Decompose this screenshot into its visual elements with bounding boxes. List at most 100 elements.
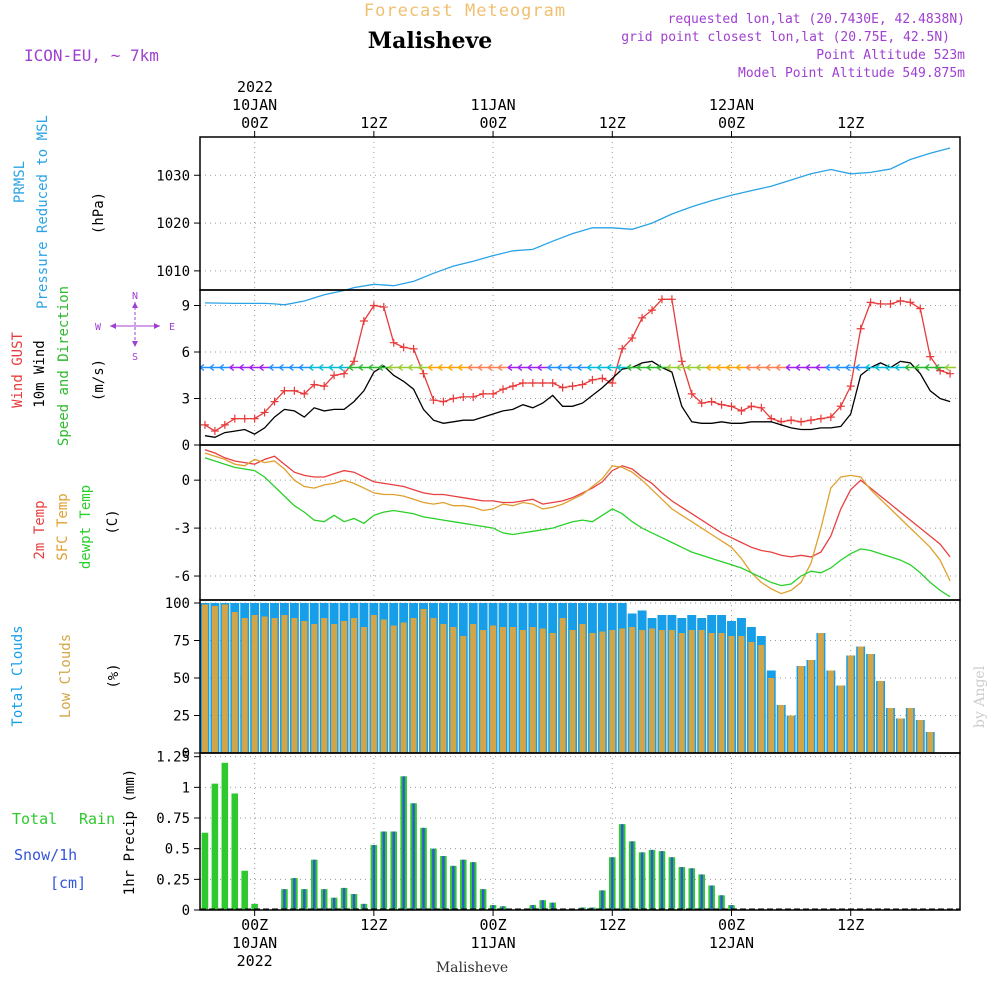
precip-total-label: Total [12, 810, 57, 828]
low-cloud-bar [738, 636, 745, 753]
low-cloud-bar [281, 615, 288, 753]
y-tick-label: 0 [182, 903, 190, 919]
wind-direction-arrow [398, 363, 410, 372]
gust-point [389, 338, 398, 347]
rain-bar [221, 762, 229, 910]
wind-direction-arrow [686, 363, 698, 372]
top-time-label: 10JAN [232, 96, 277, 114]
snow-bar [611, 857, 614, 910]
snow-bar [650, 849, 654, 910]
wind-direction-arrow [547, 363, 559, 372]
gust-point [349, 357, 358, 366]
wind-direction-arrow [298, 363, 311, 372]
wind-direction-arrow [666, 363, 678, 372]
low-cloud-bar [658, 630, 665, 753]
low-cloud-bar [490, 625, 497, 753]
low-cloud-bar [907, 708, 914, 753]
gust-point [568, 382, 577, 391]
low-cloud-bar [480, 630, 487, 753]
low-cloud-bar [201, 604, 208, 753]
series-2m-temp [204, 449, 951, 558]
low-cloud-bar [917, 720, 924, 753]
low-cloud-bar [798, 666, 805, 753]
top-year: 2022 [237, 78, 273, 96]
bottom-time-label: 12Z [837, 916, 864, 934]
wind-direction-arrow [328, 363, 341, 372]
gust-point [250, 414, 259, 423]
snow-bar [303, 889, 306, 910]
low-cloud-bar [589, 633, 596, 753]
low-cloud-bar [788, 715, 795, 753]
snow-bar [481, 889, 485, 910]
series-10m-wind [204, 360, 951, 438]
footer-place: Malisheve [436, 960, 508, 976]
requested-coords: requested lon,lat (20.7430E, 42.4838N) [668, 12, 965, 27]
low-cloud-bar [271, 618, 278, 753]
gust-point [270, 397, 279, 406]
gust-point [657, 295, 666, 304]
snow-bar [452, 865, 455, 910]
low-cloud-bar [321, 618, 328, 753]
bottom-time-label: 12Z [599, 916, 626, 934]
gust-point [588, 375, 597, 384]
wind-direction-arrow [408, 363, 420, 372]
wind-direction-arrow [418, 363, 430, 372]
pressure-label-1: PRMSL [12, 161, 28, 203]
temperature-panel: 0 -3 -6 [173, 444, 961, 601]
snow-bar [412, 803, 415, 910]
wind-direction-arrow [368, 363, 380, 372]
wind-direction-arrow [894, 363, 907, 372]
gust-point [300, 389, 309, 398]
bottom-time-label: 00Z [718, 916, 745, 934]
wind-direction-arrow [586, 363, 599, 372]
gust-point [846, 382, 855, 391]
gust-point [886, 299, 895, 308]
bottom-time-label: 2022 [237, 952, 273, 970]
wind-direction-arrow [825, 363, 837, 372]
temperature-frame [199, 444, 961, 601]
wind-direction-arrow [259, 363, 271, 372]
wind-direction-arrow [537, 363, 549, 372]
gust-point [866, 298, 875, 307]
y-tick-label: 100 [165, 596, 190, 612]
low-cloud-bar [519, 630, 526, 753]
pressure-panel: 1010 1020 1030 [156, 136, 961, 306]
top-time-label: 00Z [241, 114, 268, 132]
bottom-time-label: 10JAN [232, 934, 277, 952]
model-label: ICON-EU, ~ 7km [24, 46, 159, 65]
snow-bar [352, 894, 356, 910]
wind-direction-arrow [219, 363, 231, 372]
low-cloud-bar [331, 624, 338, 753]
wind-direction-arrow [378, 363, 390, 372]
wind-direction-arrow [447, 363, 460, 372]
wind-direction-arrow [646, 363, 659, 372]
compass-n: N [132, 291, 138, 302]
snow-bar [382, 831, 385, 910]
wind-direction-arrow [388, 363, 400, 372]
wind-direction-arrow [626, 363, 639, 372]
wind-direction-arrow [805, 363, 817, 372]
low-cloud-bar [649, 628, 656, 753]
snow-bar [601, 890, 604, 910]
grid-point-coords: grid point closest lon,lat (20.75E, 42.5… [621, 30, 950, 45]
temp-unit: (C) [105, 509, 121, 534]
pressure-label-2: Pressure Reduced to MSL [35, 115, 51, 309]
low-cloud-bar [668, 630, 675, 753]
gust-point [667, 295, 676, 304]
wind-direction-arrow [318, 363, 331, 372]
low-cloud-bar [539, 628, 546, 753]
gust-point [906, 298, 915, 307]
gust-point [399, 343, 408, 352]
gust-point [310, 380, 319, 389]
gust-point [757, 403, 766, 412]
low-cloud-bar [897, 718, 904, 753]
wind-direction-arrow [348, 363, 360, 372]
low-cloud-bar [221, 604, 228, 753]
top-time-label: 12Z [599, 114, 626, 132]
wind-direction-arrow [736, 363, 748, 372]
low-cloud-bar [847, 655, 854, 753]
y-tick-label: 1010 [156, 264, 190, 280]
gust-point [717, 400, 726, 409]
gust-point [697, 399, 706, 408]
